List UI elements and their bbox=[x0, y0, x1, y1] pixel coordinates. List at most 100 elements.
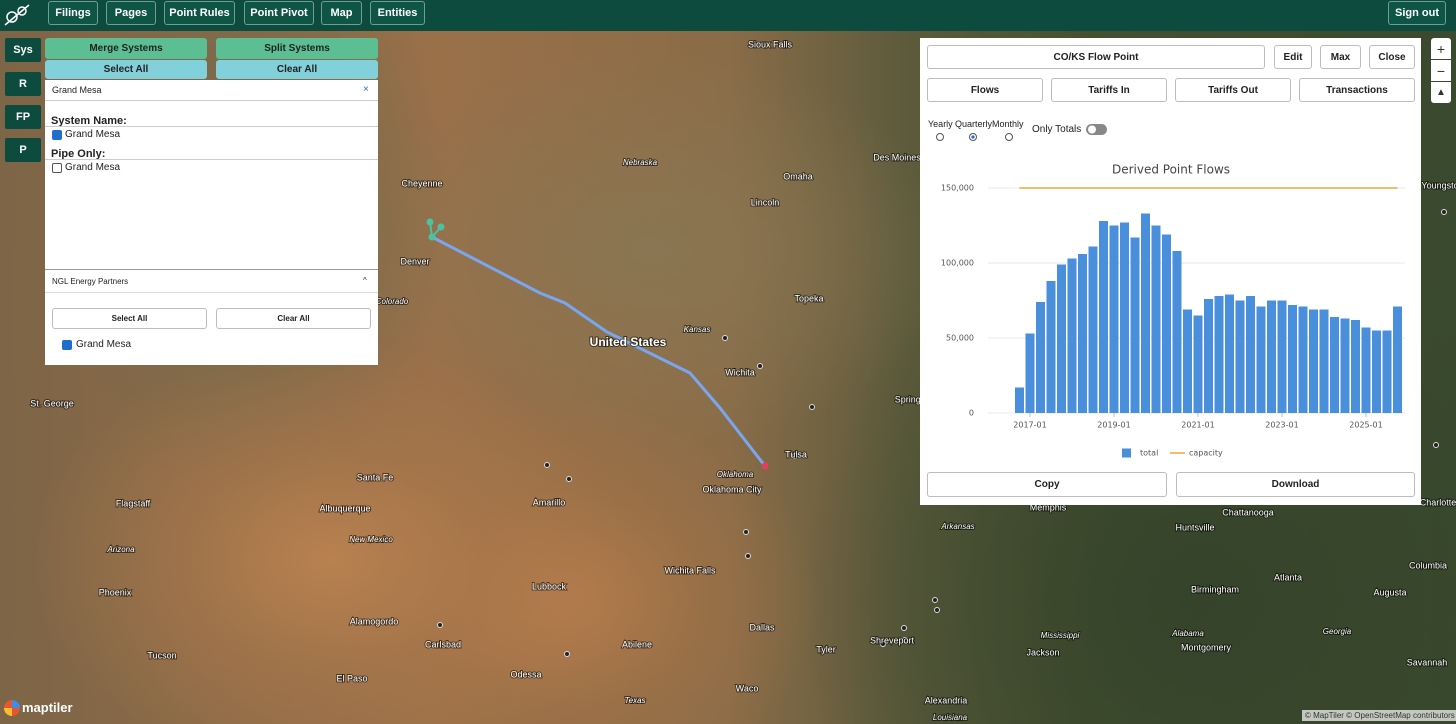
nav-button[interactable]: Entities bbox=[370, 1, 425, 25]
map-label: Lincoln bbox=[751, 197, 780, 207]
map-label: Atlanta bbox=[1274, 572, 1302, 582]
zoom-out[interactable]: − bbox=[1431, 60, 1451, 81]
city-dots bbox=[437, 209, 1447, 657]
checkbox[interactable] bbox=[62, 340, 72, 350]
maptiler-icon bbox=[4, 700, 20, 716]
clear-all-button[interactable]: Clear All bbox=[216, 60, 378, 79]
map-label: Kansas bbox=[684, 325, 711, 334]
map-label: Cheyenne bbox=[401, 178, 442, 188]
pipeline-point[interactable] bbox=[426, 218, 434, 226]
search-text: Grand Mesa bbox=[52, 85, 102, 95]
bar bbox=[1288, 305, 1297, 413]
compass[interactable]: ▲ bbox=[1431, 82, 1451, 103]
option-label: Grand Mesa bbox=[76, 339, 132, 350]
pipeline-point[interactable] bbox=[428, 233, 436, 241]
divider bbox=[45, 126, 378, 127]
map-label: United States bbox=[590, 335, 667, 349]
search-box[interactable] bbox=[45, 80, 378, 101]
sign-out-button[interactable]: Sign out bbox=[1388, 1, 1446, 25]
maptiler-logo[interactable]: maptiler bbox=[22, 700, 73, 715]
map-label: Lubbock bbox=[532, 581, 567, 591]
edit-button[interactable]: Edit bbox=[1274, 45, 1312, 69]
nav-button[interactable]: Point Pivot bbox=[244, 1, 314, 25]
copy-button[interactable]: Copy bbox=[927, 472, 1167, 497]
map-label: Amarillo bbox=[533, 497, 566, 507]
nav-button[interactable]: Point Rules bbox=[164, 1, 235, 25]
map-label: Flagstaff bbox=[116, 498, 151, 508]
map-label: Arizona bbox=[106, 545, 135, 554]
y-tick-label: 0 bbox=[969, 409, 974, 418]
map-label: Denver bbox=[400, 256, 429, 266]
chart-title: Derived Point Flows bbox=[1112, 163, 1230, 177]
bar bbox=[1109, 225, 1119, 413]
collapse-icon[interactable]: ^ bbox=[363, 276, 367, 285]
bar bbox=[1204, 299, 1213, 413]
bar bbox=[1046, 281, 1056, 413]
option-label: Grand Mesa bbox=[65, 162, 121, 173]
map-label: Oklahoma City bbox=[702, 484, 762, 494]
map-label: Tucson bbox=[147, 650, 176, 660]
pipeline-point[interactable] bbox=[437, 223, 445, 231]
side-button[interactable]: FP bbox=[5, 105, 41, 129]
pipeline[interactable] bbox=[431, 235, 767, 467]
bar bbox=[1025, 333, 1035, 413]
download-button[interactable]: Download bbox=[1176, 472, 1415, 497]
max-button[interactable]: Max bbox=[1320, 45, 1361, 69]
map-label: Wichita Falls bbox=[664, 565, 716, 575]
map-label: Louisiana bbox=[933, 713, 968, 722]
legend-swatch bbox=[1122, 448, 1131, 458]
close-button[interactable]: Close bbox=[1369, 45, 1415, 69]
toggle-label: Only Totals bbox=[1032, 124, 1082, 135]
map-label: Colorado bbox=[376, 297, 409, 306]
side-button[interactable]: P bbox=[5, 138, 41, 162]
group-title[interactable]: NGL Energy Partners bbox=[52, 277, 129, 286]
attribution[interactable]: © MapTiler © OpenStreetMap contributors bbox=[1302, 710, 1456, 721]
side-button[interactable]: R bbox=[5, 72, 41, 96]
map-label: Phoenix bbox=[99, 587, 132, 597]
pipeline-end[interactable] bbox=[761, 462, 769, 470]
y-tick-label: 50,000 bbox=[946, 334, 974, 343]
tab[interactable]: Flows bbox=[927, 78, 1043, 102]
nav-button[interactable]: Pages bbox=[106, 1, 156, 25]
x-tick-label: 2019-01 bbox=[1097, 421, 1130, 430]
merge-button[interactable]: Merge Systems bbox=[45, 38, 207, 59]
nav-button[interactable]: Map bbox=[321, 1, 362, 25]
select-all-button[interactable]: Select All bbox=[52, 308, 207, 329]
panel-title: CO/KS Flow Point bbox=[927, 45, 1265, 69]
map-label: Wichita bbox=[725, 367, 755, 377]
bar bbox=[1351, 320, 1360, 413]
zoom-in[interactable]: + bbox=[1431, 38, 1451, 59]
map-label: New Mexico bbox=[349, 535, 393, 544]
checkbox[interactable] bbox=[52, 163, 62, 173]
map-label: Carlsbad bbox=[425, 639, 461, 649]
bar bbox=[1235, 300, 1245, 413]
side-button[interactable]: Sys bbox=[5, 38, 41, 62]
clear-all-button[interactable]: Clear All bbox=[216, 308, 371, 329]
divider bbox=[45, 159, 378, 160]
clear-icon[interactable]: × bbox=[363, 84, 369, 95]
map-label: Savannah bbox=[1407, 657, 1448, 667]
tab[interactable]: Transactions bbox=[1299, 78, 1415, 102]
map-label: Omaha bbox=[783, 171, 813, 181]
bar bbox=[1141, 213, 1150, 413]
period-label: Yearly bbox=[928, 119, 953, 129]
bar bbox=[1256, 306, 1266, 413]
bar bbox=[1246, 296, 1255, 413]
nav-button[interactable]: Filings bbox=[48, 1, 98, 25]
y-tick-label: 100,000 bbox=[941, 259, 974, 268]
chart: Derived Point Flows 0 50,000 100,000 150,00… bbox=[941, 163, 1405, 458]
map-label: Topeka bbox=[794, 293, 823, 303]
tab[interactable]: Tariffs Out bbox=[1175, 78, 1291, 102]
checkbox[interactable] bbox=[52, 130, 62, 140]
select-all-button[interactable]: Select All bbox=[45, 60, 207, 79]
map-label: Alamogordo bbox=[350, 616, 399, 626]
map-label: Nebraska bbox=[623, 158, 658, 167]
bar bbox=[1078, 254, 1087, 413]
tab[interactable]: Tariffs In bbox=[1051, 78, 1167, 102]
period-radios[interactable] bbox=[930, 130, 1030, 144]
toggle[interactable] bbox=[1085, 123, 1109, 137]
x-tick-label: 2025-01 bbox=[1349, 421, 1382, 430]
bar bbox=[1088, 246, 1098, 413]
split-button[interactable]: Split Systems bbox=[216, 38, 378, 59]
map-label: Abilene bbox=[622, 639, 652, 649]
